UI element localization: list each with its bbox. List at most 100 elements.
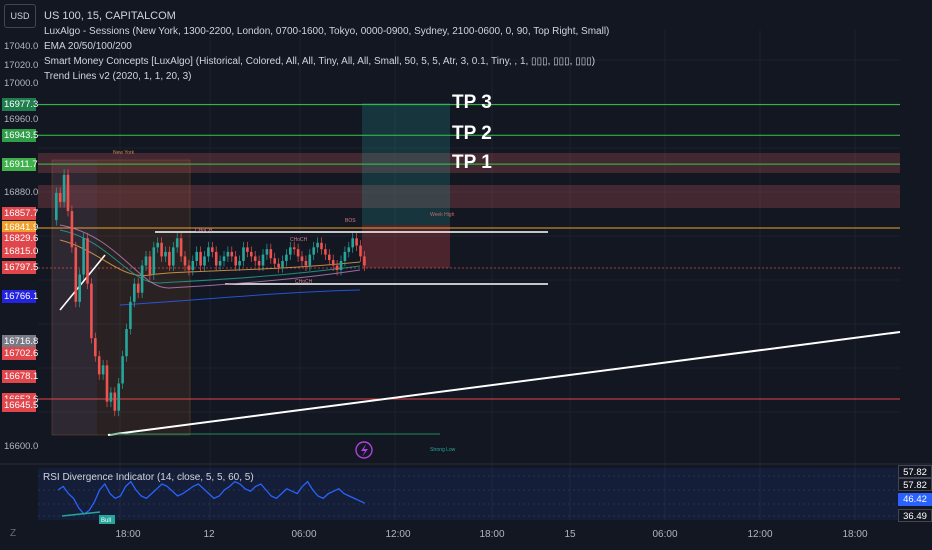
- tradingview-logo-icon: Z: [10, 528, 17, 539]
- candle-body: [144, 256, 148, 266]
- candle-body: [121, 356, 124, 384]
- price-badge: 16977.3: [2, 98, 39, 112]
- bull-divergence-line: [61, 511, 101, 517]
- candle-body: [129, 301, 132, 330]
- legend-smc[interactable]: Smart Money Concepts [LuxAlgo] (Historic…: [44, 56, 596, 67]
- price-tick-label: 16600.0: [4, 441, 39, 452]
- price-badge: 16841.9: [2, 220, 39, 234]
- candle-body: [156, 242, 159, 248]
- candle-body: [113, 392, 117, 411]
- candle-body: [289, 247, 292, 255]
- candle-body: [160, 242, 163, 257]
- legend-trendlines[interactable]: Trend Lines v2 (2020, 1, 1, 20, 3): [44, 71, 192, 82]
- legend-sessions[interactable]: LuxAlgo - Sessions (New York, 1300-2200,…: [44, 26, 610, 37]
- bull-label-text: Bull: [101, 518, 111, 524]
- candle-body: [222, 256, 226, 261]
- time-tick-label: 06:00: [652, 529, 678, 540]
- symbol-title[interactable]: US 100, 15, CAPITALCOM: [44, 10, 176, 22]
- candle-body: [312, 247, 315, 255]
- candle-body: [109, 392, 113, 402]
- candle-body: [292, 247, 296, 250]
- candle-body: [133, 283, 136, 302]
- candle-body: [253, 256, 257, 261]
- price-badge: 16815.0: [2, 245, 39, 259]
- rsi-title[interactable]: RSI Divergence Indicator (14, close, 5, …: [43, 472, 254, 483]
- candle-body: [328, 254, 331, 261]
- candle-body: [285, 254, 288, 261]
- candle-body: [308, 254, 312, 266]
- candle-body: [281, 260, 284, 268]
- candle-body: [175, 238, 179, 248]
- candle-body: [148, 256, 152, 275]
- tp1-label: TP 1: [452, 152, 492, 173]
- candle-body: [172, 247, 175, 266]
- candle-body: [211, 247, 214, 252]
- currency-button[interactable]: USD: [4, 4, 36, 28]
- time-tick-label: 12:00: [385, 529, 411, 540]
- candle-body: [339, 260, 343, 271]
- lightning-icon: [361, 444, 368, 457]
- candle-body: [355, 238, 358, 246]
- rsi-value-badge: 36.49: [898, 509, 932, 522]
- candle-body: [78, 274, 81, 302]
- price-tick-label: 17000.0: [4, 78, 39, 89]
- candle-body: [363, 256, 366, 266]
- candle-body: [203, 256, 206, 266]
- price-badge: 16857.7: [2, 206, 39, 220]
- time-tick-label: 18:00: [479, 529, 505, 540]
- candle-body: [324, 249, 327, 255]
- candle-body: [234, 256, 237, 266]
- bull-label: [99, 515, 115, 524]
- candle-body: [101, 365, 105, 375]
- candle-body: [351, 238, 354, 248]
- supply-zone-top: [38, 153, 900, 173]
- price-tick-label: 17040.0: [4, 41, 39, 52]
- smc-label: BOS: [345, 218, 356, 224]
- candle-body: [250, 251, 253, 257]
- time-tick-label: 12:00: [747, 529, 773, 540]
- price-badge: 16702.6: [2, 347, 39, 361]
- legend-ema[interactable]: EMA 20/50/100/200: [44, 41, 132, 52]
- strong-low-label: Strong Low: [430, 447, 456, 453]
- time-tick-label: 18:00: [115, 529, 141, 540]
- candle-body: [86, 238, 89, 284]
- candle-body: [74, 247, 78, 302]
- trend-line-short: [59, 254, 106, 311]
- candle-body: [179, 238, 183, 257]
- candle-body: [183, 256, 187, 266]
- price-badge: 16645.5: [2, 399, 39, 413]
- candle-body: [187, 265, 191, 271]
- rsi-value-badge: 57.82: [898, 465, 932, 478]
- ema-50: [59, 229, 361, 284]
- candle-body: [82, 238, 85, 275]
- ema-20: [59, 239, 361, 277]
- candle-body: [90, 283, 93, 339]
- candle-body: [55, 192, 58, 221]
- candle-body: [226, 251, 230, 257]
- price-badge: 16829.6: [2, 232, 39, 246]
- candle-body: [300, 256, 304, 261]
- price-badge: 16797.5: [2, 261, 39, 275]
- candle-body: [343, 251, 347, 261]
- price-badge: 16943.5: [2, 128, 39, 142]
- candle-body: [58, 192, 62, 202]
- price-badge: 16911.7: [2, 157, 38, 171]
- lightning-icon: [355, 441, 373, 459]
- trend-line-long: [107, 331, 901, 436]
- candle-body: [296, 249, 300, 257]
- candle-body: [320, 242, 323, 250]
- time-tick-label: 12: [203, 529, 215, 540]
- rsi-value-badge: 57.82: [898, 478, 932, 491]
- smc-label: CHoCH: [295, 279, 313, 285]
- price-badge: 16678.1: [2, 369, 39, 383]
- time-tick-label: 18:00: [842, 529, 868, 540]
- candle-body: [277, 263, 280, 268]
- week-high-label: Week High: [430, 212, 455, 218]
- time-tick-label: 15: [564, 529, 576, 540]
- price-tick-label: 16880.0: [4, 187, 39, 198]
- candle-body: [164, 251, 167, 257]
- price-tick-label: 16960.0: [4, 114, 39, 125]
- candle-body: [207, 247, 210, 257]
